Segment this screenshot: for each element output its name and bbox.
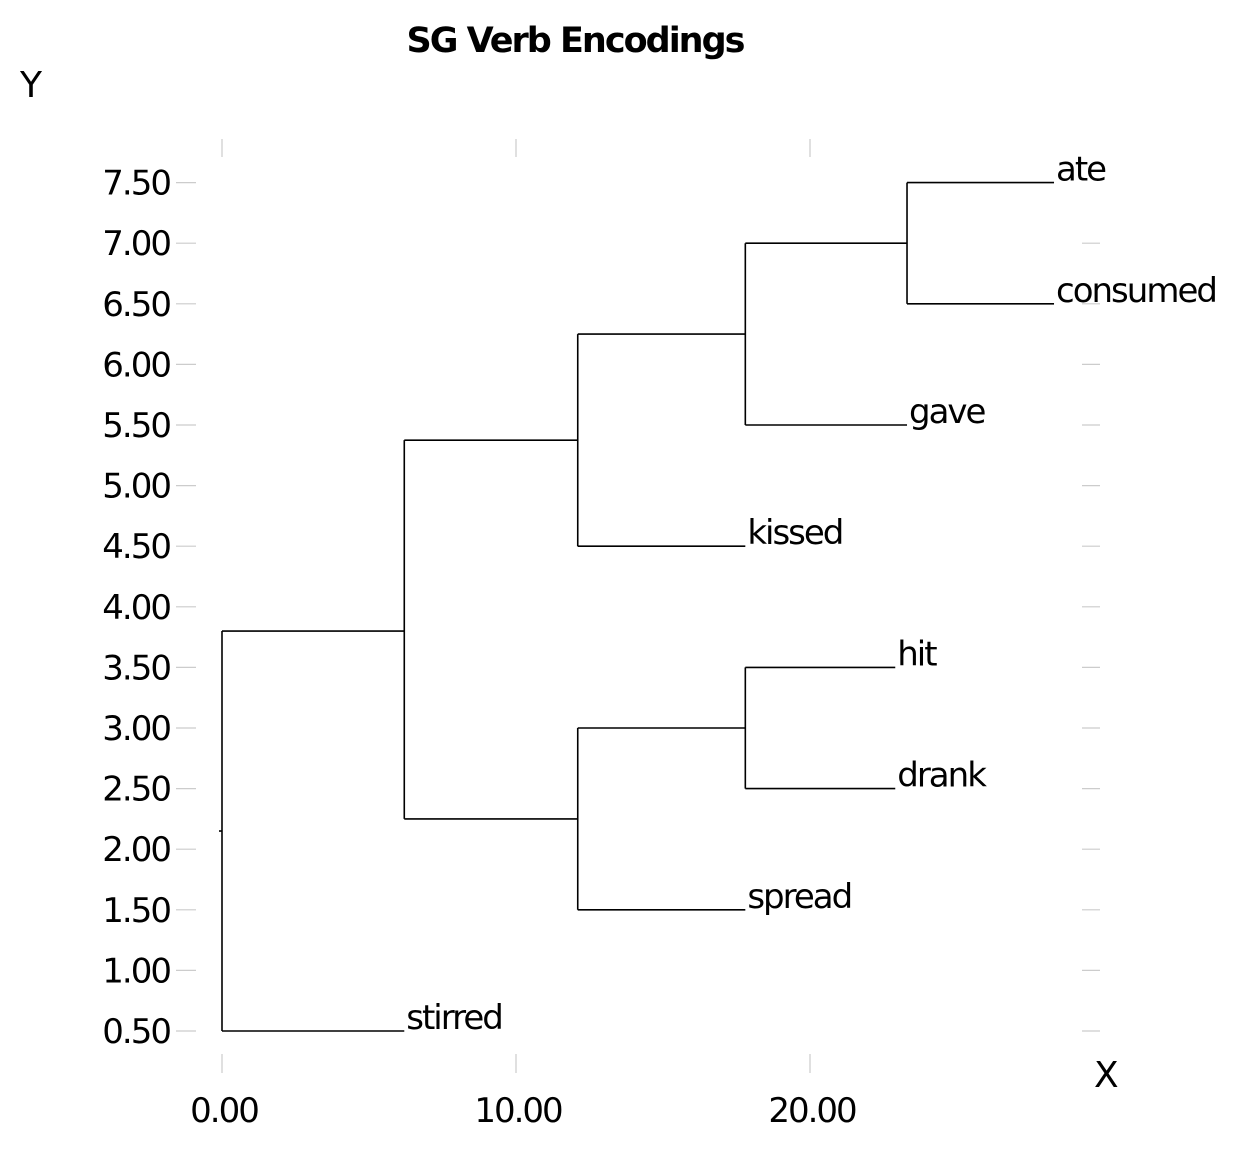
x-tick-label: 20.00 — [768, 1091, 856, 1131]
y-tick-label: 7.00 — [102, 224, 170, 264]
y-tick-label: 2.00 — [102, 830, 170, 870]
y-tick-label: 1.00 — [102, 951, 170, 991]
y-tick-label: 5.00 — [102, 467, 170, 507]
leaf-label: kissed — [747, 513, 842, 553]
y-tick-label: 3.50 — [102, 648, 170, 688]
y-tick-label: 7.50 — [102, 164, 170, 204]
y-axis-label: Y — [19, 65, 43, 106]
y-tick-label: 0.50 — [102, 1012, 170, 1052]
leaf-label: spread — [747, 877, 851, 917]
chart-title: SG Verb Encodings — [406, 21, 744, 61]
y-tick-label: 2.50 — [102, 770, 170, 810]
x-tick-label: 0.00 — [190, 1091, 258, 1131]
y-tick-label: 6.00 — [102, 345, 170, 385]
x-axis: 0.00 10.00 20.00 — [190, 139, 858, 1131]
y-tick-label: 4.00 — [102, 588, 170, 628]
x-tick-label: 10.00 — [474, 1091, 562, 1131]
leaf-label: hit — [897, 634, 937, 674]
dendrogram-links — [219, 181, 1055, 1032]
leaf-label: consumed — [1056, 271, 1216, 311]
leaf-label: ate — [1056, 150, 1106, 190]
y-axis: 7.50 7.00 6.50 6.00 5.50 5.00 4.50 4.00 3.50 3.00… — [102, 164, 1100, 1052]
y-tick-label: 5.50 — [102, 406, 170, 446]
leaf-labels: ate consumed gave kissed hit drank spread stirr… — [406, 150, 1218, 1038]
y-tick-label: 1.50 — [102, 891, 170, 931]
leaf-label: stirred — [406, 998, 502, 1038]
y-tick-label: 6.50 — [102, 285, 170, 325]
y-tick-label: 4.50 — [102, 527, 170, 567]
leaf-label: drank — [897, 756, 987, 796]
y-tick-label: 3.00 — [102, 709, 170, 749]
x-axis-label: X — [1094, 1055, 1119, 1096]
leaf-label: gave — [909, 392, 986, 432]
